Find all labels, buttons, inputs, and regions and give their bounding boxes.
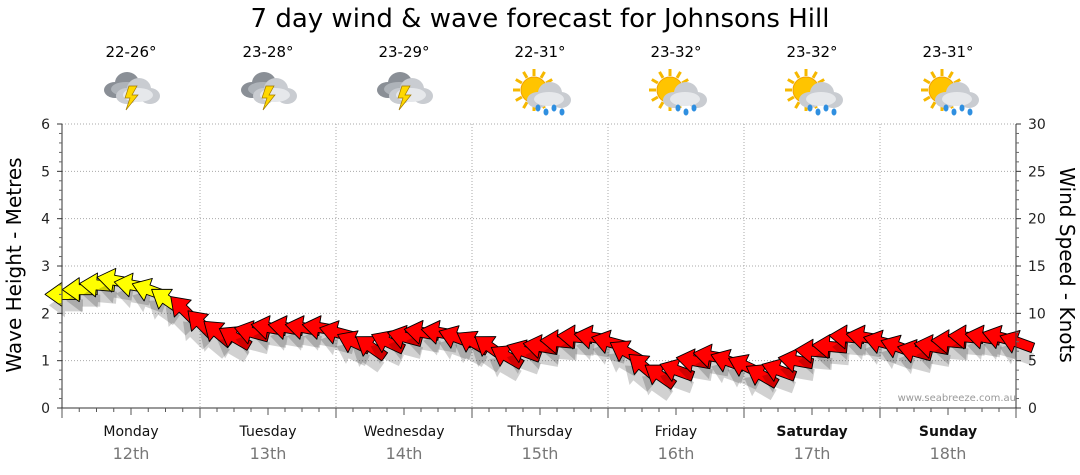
day-name-label: Wednesday <box>363 424 444 440</box>
day-date-label: 13th <box>250 444 287 463</box>
day-name-label: Tuesday <box>239 424 297 440</box>
chart-title: 7 day wind & wave forecast for Johnsons … <box>250 4 830 34</box>
forecast-row: 22-26° 23-28° 23-29° 22-31° 23-32° 23-32° 23-3… <box>104 43 979 116</box>
wind-arrows <box>44 267 1036 401</box>
day-date-label: 18th <box>930 444 967 463</box>
day-name-label: Thursday <box>506 424 572 440</box>
wind-arrow <box>234 320 271 356</box>
wind-arrow <box>777 348 815 384</box>
left-tick-label: 5 <box>41 164 50 180</box>
day-name-label: Monday <box>103 424 158 440</box>
sun-cloud-rain-icon <box>921 69 979 116</box>
thunderstorm-icon <box>104 72 160 111</box>
watermark: www.seabreeze.com.au <box>898 393 1016 404</box>
wind-arrow <box>61 277 101 313</box>
axes <box>61 124 1017 418</box>
day-temperature-range: 22-26° <box>105 43 156 61</box>
wind-arrow <box>522 334 560 370</box>
left-tick-label: 1 <box>41 354 50 370</box>
day-temperature-range: 23-32° <box>650 43 701 61</box>
right-tick-label: 20 <box>1028 212 1046 228</box>
left-tick-label: 3 <box>41 259 50 275</box>
sun-cloud-rain-icon <box>785 69 843 116</box>
right-tick-label: 30 <box>1028 117 1046 133</box>
wind-arrow <box>506 339 543 375</box>
day-labels: Monday 12th Tuesday 13th Wednesday 14th Thursd… <box>103 424 977 463</box>
wind-arrow <box>217 326 253 363</box>
day-date-label: 16th <box>658 444 695 463</box>
wind-arrow <box>489 345 525 382</box>
day-temperature-range: 22-31° <box>514 43 565 61</box>
right-tick-label: 0 <box>1028 401 1037 417</box>
left-tick-label: 6 <box>41 117 50 133</box>
thunderstorm-icon <box>241 72 297 111</box>
thunderstorm-icon <box>377 72 433 111</box>
day-temperature-range: 23-32° <box>786 43 837 61</box>
day-temperature-range: 23-29° <box>378 43 429 61</box>
right-axis-title: Wind Speed - Knots <box>1055 167 1079 363</box>
grid-horizontal <box>62 123 1016 362</box>
wind-arrow <box>539 329 578 365</box>
left-tick-label: 2 <box>41 306 50 322</box>
wind-arrow <box>387 324 424 360</box>
day-name-label: Saturday <box>776 424 847 440</box>
wind-arrow <box>761 358 798 394</box>
sun-cloud-drizzle-icon <box>649 69 707 116</box>
wind-arrow <box>897 339 934 375</box>
day-date-label: 17th <box>794 444 831 463</box>
left-axis-ticks: 0 1 2 3 4 5 6 <box>41 117 62 417</box>
right-tick-label: 15 <box>1028 259 1046 275</box>
left-tick-label: 0 <box>41 401 50 417</box>
day-temperature-range: 23-31° <box>922 43 973 61</box>
wind-arrow <box>947 324 986 361</box>
day-date-label: 14th <box>386 444 423 463</box>
right-tick-label: 25 <box>1028 164 1046 180</box>
left-tick-label: 4 <box>41 212 50 228</box>
day-name-label: Sunday <box>919 424 977 440</box>
day-name-label: Friday <box>655 424 697 440</box>
day-temperature-range: 23-28° <box>242 43 293 61</box>
right-axis-ticks: 0 5 10 15 20 25 30 <box>1016 117 1046 417</box>
wind-arrow <box>79 272 117 309</box>
right-tick-label: 10 <box>1028 306 1046 322</box>
wind-arrow <box>913 334 951 370</box>
wind-arrow <box>675 348 713 384</box>
sun-cloud-rain-icon <box>513 69 571 116</box>
right-tick-label: 5 <box>1028 354 1037 370</box>
left-axis-title: Wave Height - Metres <box>2 157 26 372</box>
wind-arrow <box>794 338 833 375</box>
day-date-label: 15th <box>522 444 559 463</box>
wind-arrow <box>353 336 389 373</box>
wind-arrow <box>930 329 969 365</box>
day-date-label: 12th <box>113 444 150 463</box>
